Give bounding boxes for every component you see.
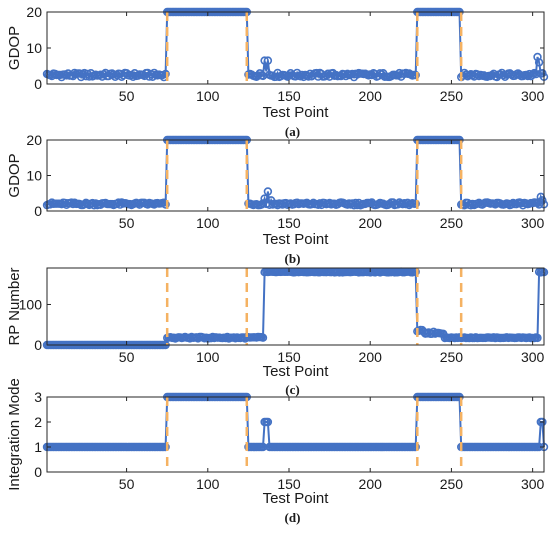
data-point (523, 71, 532, 81)
x-tick-label: 50 (119, 349, 135, 365)
series-markers (42, 135, 549, 210)
y-tick-label: 20 (26, 132, 42, 148)
y-tick-label: 0 (34, 76, 42, 92)
x-tick-label: 200 (359, 349, 383, 365)
panel-label: (b) (285, 251, 301, 266)
data-point (411, 442, 420, 452)
data-point (70, 68, 79, 78)
y-axis-label: GDOP (6, 153, 23, 197)
data-point (161, 69, 170, 79)
data-point (260, 56, 269, 65)
x-axis-label: Test Point (263, 490, 330, 507)
panel-label: (c) (285, 382, 299, 397)
y-axis-label: Integration Mode (6, 378, 23, 491)
x-tick-label: 250 (440, 476, 464, 492)
data-point (538, 196, 547, 205)
chart-panel-c: 50 100 150 200 250 300 0 100 Test Point RP Number… (6, 267, 549, 397)
x-tick-label: 200 (359, 88, 383, 104)
y-tick-label: 10 (26, 40, 42, 56)
x-tick-label: 50 (119, 476, 135, 492)
axes-frame (46, 267, 545, 346)
x-tick-label: 100 (196, 88, 220, 104)
y-tick-label: 0 (34, 203, 42, 219)
y-tick-label: 2 (34, 414, 42, 430)
data-point (411, 199, 420, 208)
x-tick-label: 150 (277, 476, 301, 492)
y-tick-label: 3 (34, 389, 42, 405)
chart-panel-a: 50 100 150 200 250 300 0 10 20 Test Point GDOP (a) (6, 4, 549, 139)
x-tick-label: 100 (196, 349, 220, 365)
y-tick-label: 20 (26, 4, 42, 20)
x-tick-label: 250 (440, 88, 464, 104)
x-tick-label: 300 (521, 349, 545, 365)
data-point (263, 187, 273, 196)
data-point (411, 70, 420, 80)
series-markers (42, 392, 549, 452)
x-tick-label: 200 (359, 215, 383, 231)
x-tick-label: 250 (440, 215, 464, 231)
x-tick-label: 200 (359, 476, 383, 492)
chart-panel-b: 50 100 150 200 250 300 0 10 20 Test Point GDOP (b) (6, 132, 549, 266)
series-markers (42, 267, 549, 350)
data-point (533, 52, 542, 62)
series-markers (42, 7, 549, 82)
y-axis-label: GDOP (6, 26, 23, 70)
y-axis-label: RP Number (6, 267, 23, 345)
data-point (533, 333, 542, 343)
x-axis-label: Test Point (263, 231, 330, 248)
y-tick-label: 1 (34, 439, 42, 455)
series-line (46, 11, 545, 80)
x-tick-label: 150 (277, 88, 301, 104)
series-line (46, 139, 545, 208)
data-point (528, 70, 537, 79)
data-point (534, 58, 544, 67)
x-tick-label: 100 (196, 476, 220, 492)
data-point (161, 200, 170, 209)
x-tick-label: 50 (119, 215, 135, 231)
x-tick-label: 50 (119, 88, 135, 104)
data-point (161, 442, 170, 452)
x-tick-label: 150 (277, 215, 301, 231)
panel-label: (a) (285, 124, 300, 139)
data-point (263, 56, 273, 65)
y-tick-label: 10 (26, 168, 42, 184)
x-axis-label: Test Point (263, 104, 330, 121)
x-tick-label: 300 (521, 88, 545, 104)
data-point (258, 333, 268, 342)
y-tick-label: 100 (19, 296, 43, 312)
data-point (263, 417, 273, 427)
y-tick-label: 0 (34, 464, 42, 480)
data-point (538, 417, 547, 427)
y-tick-label: 0 (34, 337, 42, 353)
x-tick-label: 300 (521, 215, 545, 231)
panel-label: (d) (285, 510, 301, 525)
axes-frame (46, 396, 545, 473)
x-tick-label: 300 (521, 476, 545, 492)
x-tick-label: 250 (440, 349, 464, 365)
x-axis-label: Test Point (263, 363, 330, 380)
x-tick-label: 100 (196, 215, 220, 231)
x-tick-label: 150 (277, 349, 301, 365)
series-line (47, 396, 545, 448)
chart-panel-d: 50 100 150 200 250 300 0 1 2 3 Test Point Integrati… (6, 378, 549, 525)
